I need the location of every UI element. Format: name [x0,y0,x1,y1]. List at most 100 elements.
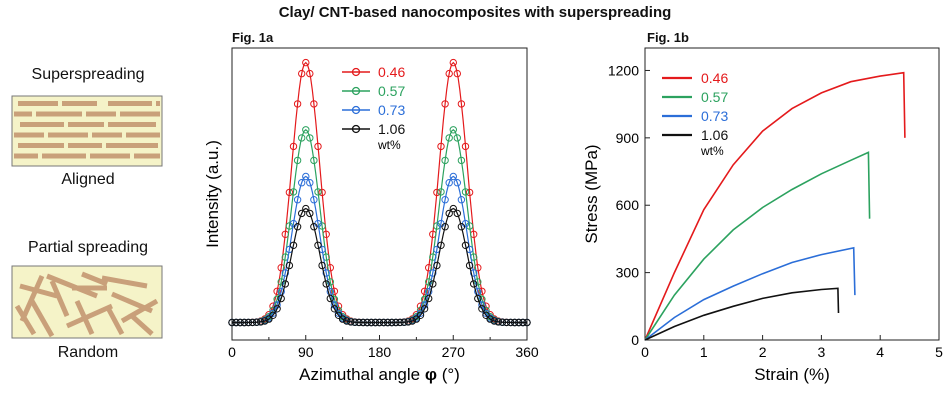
x-tick-label: 3 [818,344,826,360]
data-point [396,318,404,327]
data-point [465,188,474,197]
data-point [277,278,285,286]
data-point [429,269,437,277]
data-point [289,142,298,151]
x-tick-label: 0 [228,344,236,360]
legend-marker [351,86,361,96]
data-point [306,134,314,142]
data-point [330,287,339,296]
random-platelet [49,280,70,317]
aligned-platelet [14,111,32,117]
data-point [330,305,339,313]
aligned-platelet [120,111,160,117]
data-point [441,100,449,108]
random-platelet [14,304,37,336]
data-point [228,318,236,327]
data-point [461,188,470,196]
data-point [322,269,330,277]
data-point [437,241,445,250]
legend-entry: 0.73 [378,102,405,118]
data-point [314,241,322,250]
data-point [416,311,425,319]
data-point [281,280,290,288]
data-point [281,269,290,277]
data-point [269,311,277,319]
data-point [285,261,294,270]
aligned-platelet [20,122,64,127]
data-point [441,196,449,204]
data-point [425,264,433,272]
data-point [474,264,482,272]
data-point [441,156,449,165]
series-line-1.06 [232,207,527,324]
data-point [425,278,433,286]
aligned-platelet [42,153,86,159]
data-point [388,318,396,327]
data-point [371,318,380,327]
legend-entry: 0.57 [378,83,405,99]
random-platelet [120,298,159,324]
data-point [302,172,310,181]
data-point [453,134,461,142]
series-line-0.57 [644,151,871,341]
random-platelet [19,274,45,323]
data-point [465,261,474,270]
legend-entry: 0.46 [701,70,728,86]
x-axis-unit: (°) [437,365,460,384]
data-point [478,287,486,296]
x-tick-label: 1 [700,344,708,360]
data-point [453,209,461,218]
data-point [523,318,531,327]
series-line-0.73 [644,246,856,341]
fig-1a-chart: 0 90 180 270 360 Azimuthal angle φ (°) Intensi… [203,47,539,384]
aligned-platelet [18,143,64,148]
aligned-platelet [18,101,58,106]
data-point [457,196,466,204]
series-line-0.46 [644,71,906,341]
data-point [392,318,400,327]
data-point [445,179,453,187]
data-point [408,317,417,325]
data-point [457,100,466,108]
data-point [363,318,371,327]
data-point [425,294,433,303]
x-tick-label: 0 [641,344,649,360]
partial-spreading-label: Partial spreading [27,239,149,256]
data-point [470,280,478,288]
data-point [298,69,306,78]
data-point [289,241,298,250]
data-point [449,58,457,67]
data-point [375,318,384,327]
data-point [285,188,294,197]
y-tick-label: 300 [616,265,640,281]
data-point [310,100,318,108]
data-point [334,309,343,317]
data-point [498,318,507,326]
legend-marker [351,124,361,134]
aligned-caption: Aligned [61,171,115,188]
aligned-platelet [36,111,82,117]
aligned-platelet [62,101,97,106]
data-point [293,223,302,231]
data-point [298,209,306,218]
data-point [347,318,355,326]
data-point [310,156,318,165]
aligned-platelet [14,132,44,138]
random-platelet [101,275,148,289]
random-platelet [29,299,55,338]
data-point [244,318,253,327]
data-point [261,317,269,325]
data-point [232,318,240,327]
data-point [343,317,351,325]
data-point [416,309,425,317]
data-point [470,269,478,277]
data-point [420,305,429,313]
random-platelet [65,303,114,329]
random-platelet [74,299,95,336]
data-point [306,69,314,78]
aligned-platelet [108,122,156,127]
data-point [310,223,318,231]
data-point [293,196,302,204]
x-tick-label: 5 [935,344,943,360]
aligned-platelet [134,153,160,159]
